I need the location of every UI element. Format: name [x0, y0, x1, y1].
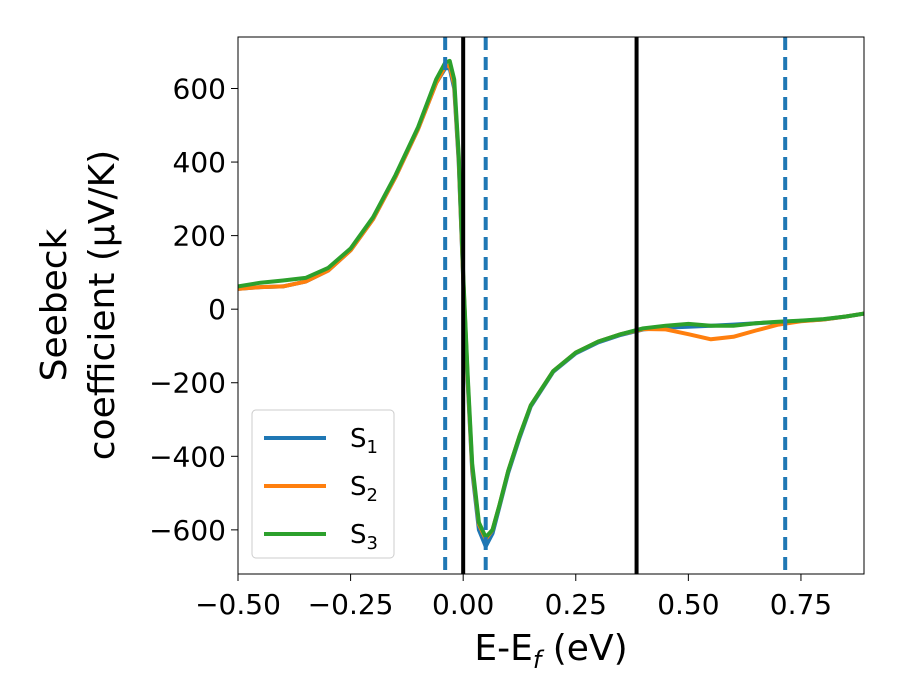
legend-label-s3: S3	[350, 520, 378, 554]
x-axis-title: E-Ef (eV)	[474, 628, 627, 674]
y-tick-label: −200	[149, 367, 226, 400]
y-tick-label: 0	[208, 293, 226, 326]
x-tick-label: −0.50	[195, 588, 281, 621]
y-tick-label: 200	[173, 220, 226, 253]
legend: S1 S2 S3	[251, 409, 395, 559]
legend-label-s2: S2	[350, 472, 378, 506]
series-layer	[238, 58, 864, 549]
y-tick-label: 400	[173, 146, 226, 179]
y-axis: −600 −400 −200 0 200 400 600	[149, 72, 238, 547]
y-tick-label: −400	[149, 440, 226, 473]
y-tick-label: 600	[173, 72, 226, 105]
x-tick-label: −0.25	[308, 588, 394, 621]
reference-lines	[443, 37, 788, 574]
series-line-s3	[238, 58, 864, 540]
plot-area	[238, 37, 864, 574]
y-tick-label: −600	[149, 514, 226, 547]
legend-label-s1: S1	[350, 424, 378, 458]
x-tick-label: 0.00	[432, 588, 494, 621]
x-axis: −0.50 −0.25 0.00 0.25 0.50 0.75	[195, 574, 832, 621]
y-axis-title-line2: coefficient (μV/K)	[82, 150, 123, 460]
x-tick-label: 0.25	[545, 588, 607, 621]
plot-frame	[237, 36, 865, 575]
x-tick-label: 0.50	[657, 588, 719, 621]
x-tick-label: 0.75	[770, 588, 832, 621]
y-axis-title-line1: Seebeck	[34, 228, 75, 381]
